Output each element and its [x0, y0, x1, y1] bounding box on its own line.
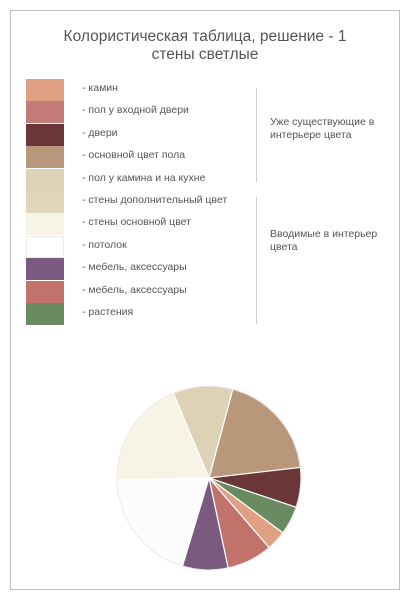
legend-item: - мебель, аксессуары — [26, 258, 256, 281]
legend-label: - стены основной цвет — [82, 216, 191, 229]
legend-label: - растения — [82, 305, 134, 318]
legend-swatch — [26, 258, 64, 281]
legend-item: - стены основной цвет — [26, 213, 256, 236]
legend-item: - мебель, аксессуары — [26, 280, 256, 303]
legend-item: - камин — [26, 79, 256, 101]
legend-item: - пол у камина и на кухне — [26, 168, 256, 191]
legend-item: - растения — [26, 302, 256, 325]
legend-swatch — [26, 123, 64, 146]
group-label-new: Вводимые в интерьер цвета — [270, 228, 378, 253]
legend-label: - основной цвет пола — [82, 149, 186, 162]
legend-item: - основной цвет пола — [26, 146, 256, 169]
legend-item: - потолок — [26, 235, 256, 258]
legend-label: - пол у входной двери — [82, 104, 189, 117]
legend-label: - стены дополнительный цвет — [82, 193, 228, 206]
legend-label: - двери — [82, 126, 118, 139]
legend-item: - стены дополнительный цвет — [26, 190, 256, 213]
legend-item: - двери — [26, 123, 256, 146]
legend-swatch — [26, 190, 64, 213]
chart-frame — [10, 10, 400, 590]
group-label-existing: Уже существующие в интерьере цвета — [270, 116, 375, 141]
legend-label: - камин — [82, 82, 118, 94]
group-divider-existing — [256, 88, 257, 182]
legend-label: - пол у камина и на кухне — [82, 171, 206, 184]
legend-swatch — [26, 79, 64, 101]
chart-subtitle: стены светлые — [151, 46, 259, 63]
pie-outline — [116, 385, 302, 571]
legend-swatch — [26, 302, 64, 325]
legend: - камин - пол у входной двери - двери - осн… — [26, 79, 256, 325]
legend-swatch — [26, 280, 64, 303]
group-divider-new — [256, 197, 257, 324]
legend-swatch — [26, 213, 64, 236]
legend-item: - пол у входной двери — [26, 101, 256, 124]
legend-swatch — [26, 101, 64, 124]
legend-swatch — [26, 146, 64, 169]
legend-swatch — [26, 235, 64, 258]
legend-swatch — [26, 168, 64, 191]
legend-label: - потолок — [82, 238, 127, 251]
legend-label: - мебель, аксессуары — [82, 261, 187, 274]
chart-title: Колористическая таблица, решение - 1 — [63, 28, 347, 45]
legend-label: - мебель, аксессуары — [82, 283, 187, 296]
